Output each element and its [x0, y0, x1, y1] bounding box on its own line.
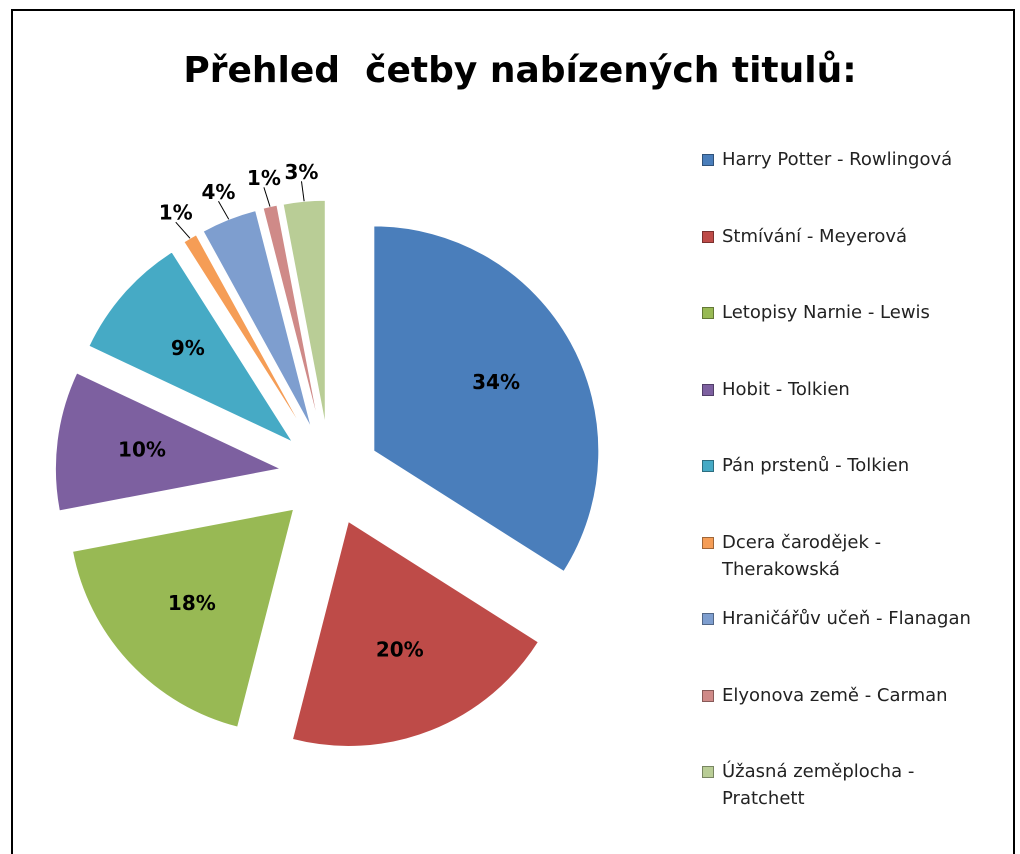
pie-slice [54, 372, 282, 512]
leader-line [218, 201, 230, 220]
leader-line [300, 181, 305, 202]
leader-line [263, 187, 271, 207]
leader-line [175, 221, 191, 239]
pie-slice [88, 251, 294, 444]
pie-slice [373, 225, 600, 573]
data-label: 18% [168, 591, 216, 615]
data-label: 1% [247, 166, 281, 190]
data-label: 9% [171, 336, 205, 360]
data-label: 1% [159, 201, 193, 225]
chart-title: Přehled četby nabízených titulů: [183, 50, 856, 91]
data-label: 20% [376, 638, 424, 662]
data-label: 10% [118, 438, 166, 462]
data-label: 4% [201, 180, 235, 204]
pie-slice [71, 508, 295, 728]
pie-slice [291, 520, 540, 747]
frame [11, 9, 1015, 854]
pie-slice [262, 204, 320, 427]
data-label: 3% [285, 160, 319, 184]
pie-slice [202, 209, 313, 429]
data-label: 34% [472, 370, 520, 394]
